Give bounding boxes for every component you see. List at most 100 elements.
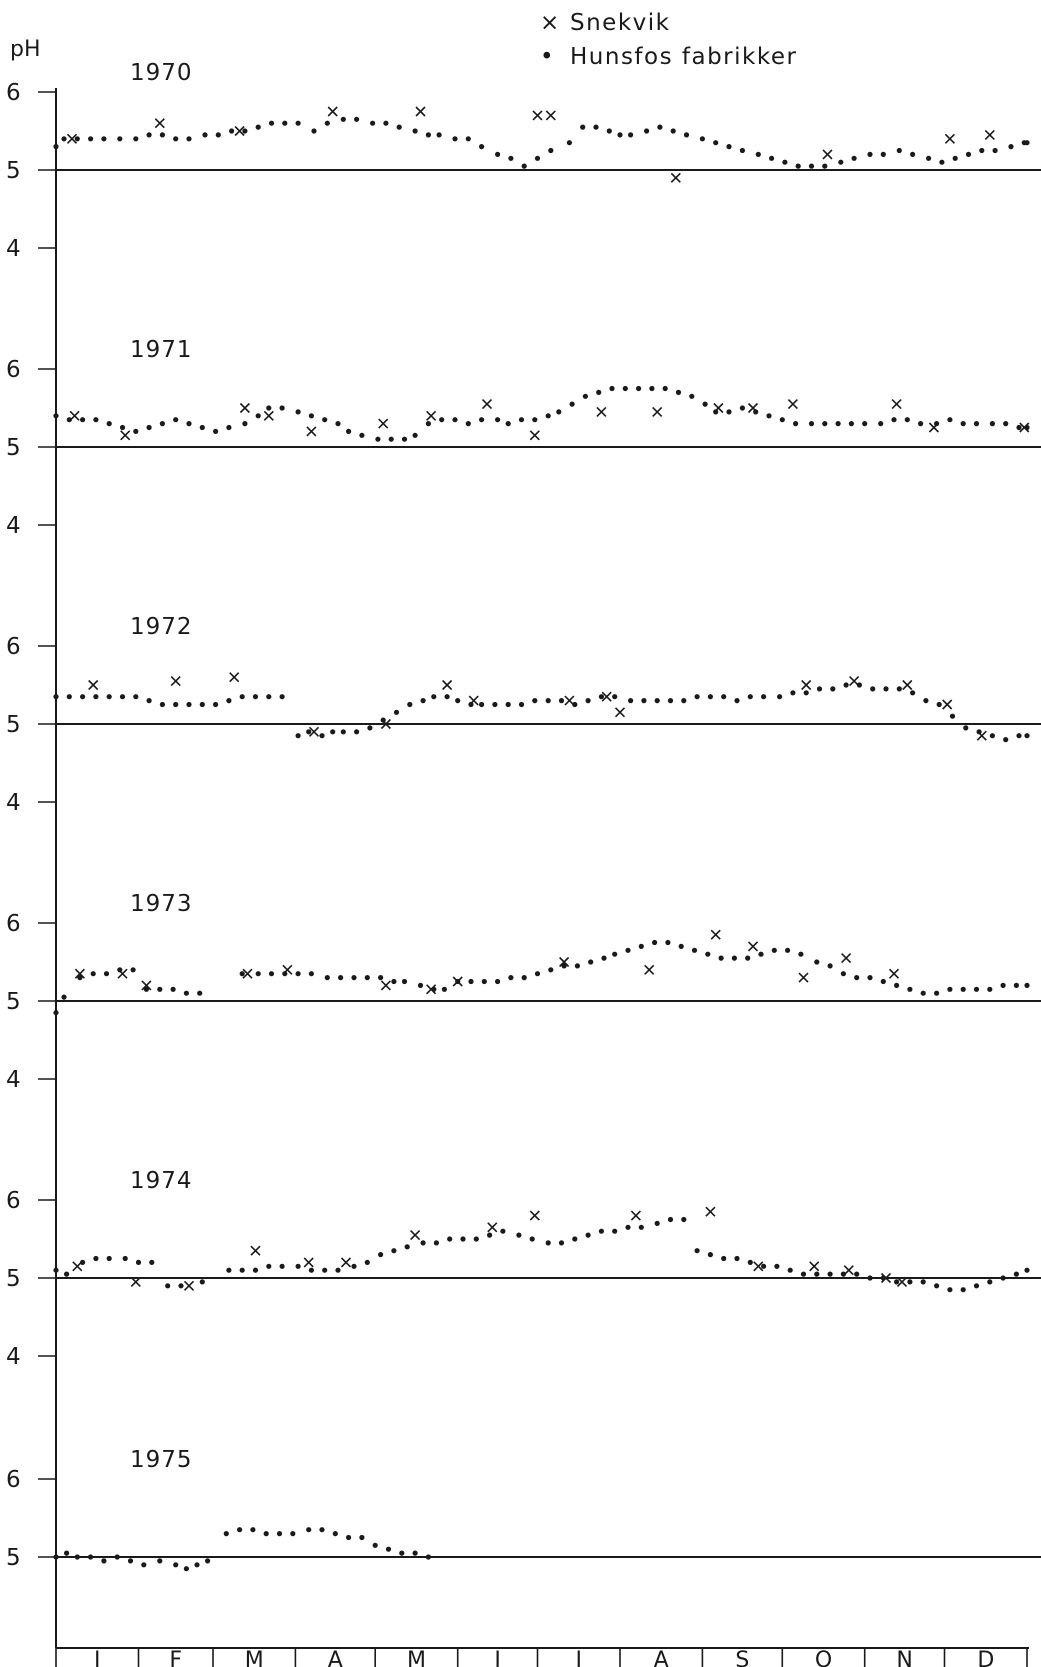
hunsfos-point [197,990,203,996]
hunsfos-point [830,686,836,692]
hunsfos-point [157,1558,163,1564]
hunsfos-point [896,686,902,692]
hunsfos-point [378,975,384,981]
snekvik-point [798,972,809,983]
year-label: 1975 [130,1447,193,1473]
hunsfos-point [707,1252,714,1258]
hunsfos-point [713,409,719,415]
snekvik-point [944,133,955,144]
snekvik-point [880,1272,892,1284]
hunsfos-point [947,986,953,992]
hunsfos-point [840,1271,847,1277]
hunsfos-point [255,413,261,419]
hunsfos-point [401,978,408,985]
hunsfos-point [652,939,658,946]
hunsfos-point [266,405,272,411]
hunsfos-point [226,698,232,704]
x-tick-label: J [573,1648,582,1667]
hunsfos-point [521,975,527,981]
hunsfos-point [973,421,980,427]
hunsfos-point [843,682,849,688]
hunsfos-point [159,701,165,708]
hunsfos-point [266,1263,272,1269]
hunsfos-point [122,1255,128,1262]
snekvik-point [415,106,426,117]
hunsfos-point [545,1240,551,1246]
hunsfos-point [199,1279,205,1285]
y-tick-label: 5 [6,1266,21,1292]
hunsfos-point [793,421,799,427]
hunsfos-point [500,1228,506,1234]
y-tick-label: 4 [6,1344,21,1370]
hunsfos-point [319,733,325,739]
hunsfos-point [465,136,471,142]
x-tick-label: M [245,1648,264,1667]
hunsfos-point [1013,982,1020,989]
hunsfos-point [396,124,402,130]
snekvik-point [69,410,80,421]
x-tick-label: O [815,1648,832,1667]
hunsfos-point [907,986,913,992]
hunsfos-point [702,401,708,407]
hunsfos-point [479,701,485,708]
hunsfos-point [157,986,163,992]
hunsfos-point [1003,421,1009,427]
snekvik-point [426,410,437,421]
hunsfos-point [814,1271,820,1277]
x-tick-label: A [654,1648,669,1667]
hunsfos-point [585,1232,591,1238]
hunsfos-point [878,421,884,427]
hunsfos-point [444,694,450,700]
hunsfos-point [747,694,753,700]
x-tick-label: D [977,1648,994,1667]
hunsfos-point [473,1236,479,1242]
hunsfos-point [867,151,873,157]
hunsfos-point [268,971,275,977]
snekvik-point [559,956,570,968]
hunsfos-point [920,990,926,996]
hunsfos-point [681,1216,687,1223]
hunsfos-point [130,967,136,973]
snekvik-point [747,402,759,414]
hunsfos-point [114,1554,120,1560]
hunsfos-point [705,951,711,957]
snekvik-point [705,1206,716,1217]
snekvik-point [468,695,479,706]
snekvik-point [843,1265,854,1276]
hunsfos-point [452,136,458,142]
y-tick-label: 4 [6,513,21,539]
hunsfos-point [867,1275,873,1281]
hunsfos-point [894,1279,900,1285]
hunsfos-point [753,409,759,415]
hunsfos-point [263,1531,269,1537]
hunsfos-point [644,128,650,134]
hunsfos-point [199,424,205,431]
snekvik-point [306,426,317,437]
year-label: 1970 [130,60,193,86]
snekvik-point [117,968,128,979]
snekvik-point [487,1222,498,1233]
hunsfos-point [420,698,426,704]
hunsfos-point [508,975,514,981]
hunsfos-point [588,959,594,965]
hunsfos-point [252,1267,259,1273]
hunsfos-point [593,124,599,130]
hunsfos-point [385,1546,392,1552]
snekvik-point [410,1230,421,1241]
hunsfos-point [378,1252,384,1258]
hunsfos-point [904,417,910,423]
legend-snekvik-symbol: × [540,10,560,36]
hunsfos-point [707,694,714,700]
hunsfos-point [771,947,777,953]
snekvik-point [442,679,453,691]
hunsfos-point [393,709,400,715]
legend-hunsfos-symbol: • [540,44,554,70]
snekvik-point [234,125,245,137]
hunsfos-point [596,389,602,395]
hunsfos-point [582,393,589,399]
snekvik-point [822,149,833,160]
hunsfos-point [667,698,674,704]
y-tick-label: 4 [6,1067,21,1093]
hunsfos-point [1024,1267,1030,1273]
